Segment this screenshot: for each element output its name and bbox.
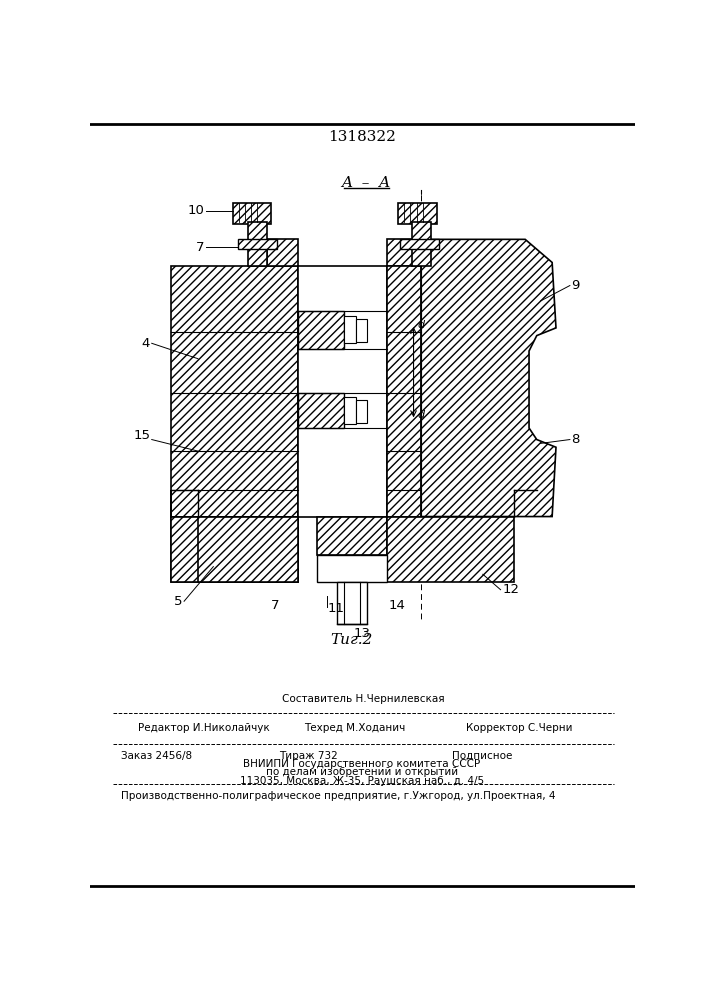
Polygon shape <box>198 517 298 582</box>
Text: ВНИИПИ Государственного комитета СССР: ВНИИПИ Государственного комитета СССР <box>243 759 481 769</box>
Text: 10: 10 <box>187 204 204 217</box>
Text: 15: 15 <box>133 429 150 442</box>
Polygon shape <box>171 517 298 582</box>
Bar <box>344 397 356 424</box>
Text: 113035, Москва, Ж-35, Раушская наб., д. 4/5: 113035, Москва, Ж-35, Раушская наб., д. … <box>240 776 484 786</box>
Text: 7: 7 <box>271 599 279 612</box>
Polygon shape <box>421 239 556 517</box>
Text: Корректор С.Черни: Корректор С.Черни <box>466 723 573 733</box>
Bar <box>356 400 368 423</box>
Text: 13: 13 <box>354 627 370 640</box>
Bar <box>387 239 421 266</box>
Text: 5: 5 <box>174 595 182 608</box>
Text: 7: 7 <box>196 241 204 254</box>
Text: A  –  A: A – A <box>341 176 390 190</box>
Bar <box>399 239 439 249</box>
Text: Заказ 2456/8: Заказ 2456/8 <box>121 751 192 761</box>
Text: 9: 9 <box>571 279 580 292</box>
Text: 8: 8 <box>571 433 580 446</box>
Bar <box>171 266 298 517</box>
Text: 4: 4 <box>142 337 150 350</box>
Bar <box>298 311 344 349</box>
Bar <box>317 517 387 555</box>
Bar <box>398 203 437 224</box>
Bar <box>298 266 387 517</box>
Bar <box>387 266 421 517</box>
Bar <box>267 239 298 266</box>
Text: по делам изобретений и открытий: по делам изобретений и открытий <box>266 767 458 777</box>
Text: Τиг.2: Τиг.2 <box>331 633 373 647</box>
Text: Редактор И.Николайчук: Редактор И.Николайчук <box>138 723 269 733</box>
Bar <box>337 582 368 624</box>
Bar <box>412 222 431 266</box>
Bar <box>344 316 356 343</box>
Text: Производственно-полиграфическое предприятие, г.Ужгород, ул.Проектная, 4: Производственно-полиграфическое предприя… <box>121 791 556 801</box>
Polygon shape <box>171 490 298 582</box>
Text: 14: 14 <box>388 599 405 612</box>
Text: Техред М.Ходанич: Техред М.Ходанич <box>304 723 405 733</box>
Text: Составитель Н.Чернилевская: Составитель Н.Чернилевская <box>282 694 445 704</box>
Polygon shape <box>387 517 514 582</box>
Bar <box>356 319 368 342</box>
Text: d: d <box>417 410 424 420</box>
Text: 11: 11 <box>327 602 344 615</box>
Text: d: d <box>417 320 424 330</box>
Text: Тираж 732: Тираж 732 <box>279 751 337 761</box>
Bar <box>248 222 267 266</box>
Bar <box>238 239 277 249</box>
Bar <box>233 203 271 224</box>
Text: 1318322: 1318322 <box>328 130 396 144</box>
Bar <box>298 393 344 428</box>
Text: Подписное: Подписное <box>452 751 513 761</box>
Bar <box>317 555 387 582</box>
Text: 12: 12 <box>502 583 519 596</box>
